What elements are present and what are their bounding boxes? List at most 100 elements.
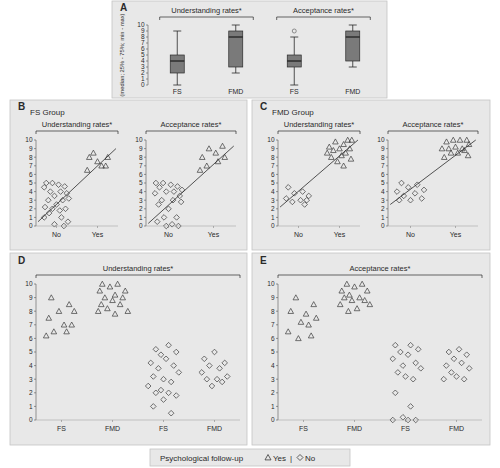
legend-label: No <box>305 454 316 463</box>
point-triangle <box>43 333 49 338</box>
y-tick-label: 4 <box>271 362 275 369</box>
y-tick-label: 7 <box>271 321 275 328</box>
point-triangle <box>439 146 445 151</box>
point-diamond <box>214 376 220 382</box>
point-diamond <box>148 360 154 366</box>
point-diamond <box>451 356 457 362</box>
y-tick-label: 7 <box>271 162 275 169</box>
x-axis-line <box>278 420 482 421</box>
y-tick-label: 4 <box>381 188 385 195</box>
point-triangle <box>367 302 373 307</box>
plot-area <box>43 281 230 416</box>
point-triangle <box>441 154 447 159</box>
point-diamond <box>219 379 225 385</box>
whisker-cap <box>232 73 240 74</box>
box <box>170 55 184 73</box>
box <box>229 31 243 67</box>
y-tick-label: 9 <box>141 27 145 34</box>
point-diamond <box>408 197 414 203</box>
plot-area <box>285 281 472 423</box>
point-triangle <box>220 143 226 148</box>
y-tick-label: 0 <box>29 416 33 423</box>
point-diamond <box>145 383 151 389</box>
point-triangle <box>331 148 337 153</box>
point-diamond <box>62 184 68 190</box>
legend-separator: | <box>290 454 292 463</box>
point-diamond <box>446 349 452 355</box>
y-tick <box>386 174 388 175</box>
point-diamond <box>396 197 402 203</box>
y-tick-label: 2 <box>271 205 275 212</box>
point-triangle <box>197 167 203 172</box>
point-diamond <box>66 196 72 202</box>
y-tick-label: 7 <box>29 162 33 169</box>
point-diamond <box>449 370 455 376</box>
y-tick-label: 9 <box>29 294 33 301</box>
y-tick-label: 3 <box>271 376 275 383</box>
x-tick-label: No <box>406 231 415 238</box>
x-tick-label: FS <box>159 425 168 432</box>
point-triangle <box>199 154 205 159</box>
point-diamond <box>461 376 467 382</box>
x-axis-line <box>278 226 360 227</box>
point-triangle <box>122 288 128 293</box>
point-triangle <box>51 329 57 334</box>
point-diamond <box>156 202 162 208</box>
point-triangle <box>117 302 123 307</box>
y-tick-label: 6 <box>271 171 275 178</box>
point-diamond <box>42 204 48 210</box>
y-tick-label: 2 <box>29 389 33 396</box>
point-triangle <box>306 322 312 327</box>
y-tick <box>34 208 36 209</box>
y-tick-label: 1 <box>381 214 385 221</box>
y-tick-label: 10 <box>267 136 275 143</box>
group-title: Acceptance rates* <box>293 6 354 15</box>
y-tick <box>146 31 148 32</box>
y-tick <box>276 324 278 325</box>
y-tick-label: 1 <box>29 214 33 221</box>
y-tick <box>276 284 278 285</box>
point-triangle <box>115 281 121 286</box>
point-diamond <box>168 379 174 385</box>
panel-background <box>252 100 490 250</box>
y-tick-label: 0 <box>29 222 33 229</box>
y-tick <box>34 140 36 141</box>
point-triangle <box>455 150 461 155</box>
legend-label: Yes <box>273 454 286 463</box>
point-diamond <box>412 191 418 197</box>
point-diamond <box>408 404 414 410</box>
y-tick <box>34 200 36 201</box>
whisker-cap <box>349 67 357 68</box>
point-triangle <box>102 295 108 300</box>
point-triangle <box>357 295 363 300</box>
fit-line <box>38 149 116 222</box>
y-tick <box>34 324 36 325</box>
y-tick-label: 10 <box>267 280 275 287</box>
y-tick-label: 6 <box>271 335 275 342</box>
y-tick-label: 8 <box>271 308 275 315</box>
point-triangle <box>341 142 347 147</box>
y-tick <box>276 191 278 192</box>
x-tick-label: Yes <box>92 231 104 238</box>
point-triangle <box>352 284 358 289</box>
y-tick <box>386 208 388 209</box>
point-diamond <box>421 187 427 193</box>
point-diamond <box>466 366 472 372</box>
y-tick-label: 0 <box>141 81 145 88</box>
point-diamond <box>394 189 400 195</box>
point-diamond <box>419 196 425 202</box>
y-tick-label: 4 <box>271 188 275 195</box>
y-tick <box>144 217 146 218</box>
x-tick <box>339 226 340 228</box>
point-diamond <box>177 193 183 199</box>
median <box>287 60 301 61</box>
y-tick-label: 8 <box>139 154 143 161</box>
point-triangle <box>107 284 113 289</box>
point-triangle <box>61 322 67 327</box>
whisker-cap <box>349 25 357 26</box>
y-tick-label: 3 <box>29 376 33 383</box>
y-tick <box>34 157 36 158</box>
point-diamond <box>400 414 406 420</box>
y-tick <box>276 217 278 218</box>
y-tick <box>34 226 36 227</box>
